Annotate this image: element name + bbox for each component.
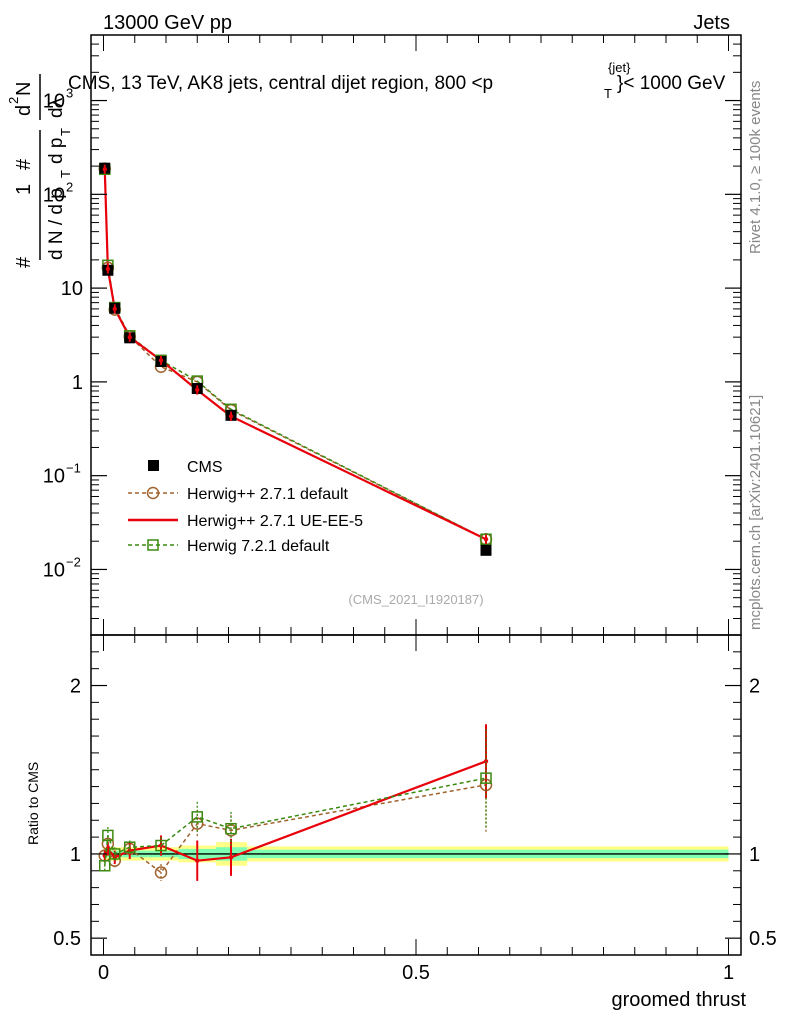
ratio-panel-axes: 0.5 0.5 1 1 2 2 0 0.5 1 bbox=[53, 634, 777, 984]
ratio-y-tick-label: 2 bbox=[70, 676, 81, 698]
ratio-y-tick-label-right: 0.5 bbox=[749, 928, 777, 950]
ratio-point-herwig7 bbox=[480, 772, 492, 784]
main-y-tick-label: 10 bbox=[43, 559, 65, 581]
x-tick-label: 0 bbox=[98, 962, 109, 984]
ratio-point-herwig7 bbox=[102, 829, 114, 842]
point-herwig7 bbox=[480, 533, 492, 545]
ratio-y-tick-label: 1 bbox=[70, 844, 81, 866]
point-herwig-ue bbox=[127, 334, 132, 340]
ratio-y-axis-label: Ratio to CMS bbox=[25, 762, 41, 845]
mcplots-label: mcplots.cern.ch [arXiv:2401.10621] bbox=[747, 395, 764, 630]
point-herwig-ue bbox=[483, 537, 489, 542]
legend-marker-herwig7 bbox=[147, 539, 159, 551]
rivet-label: Rivet 4.1.0, ≥ 100k events bbox=[747, 81, 764, 254]
y-label-denominator-hash: # bbox=[13, 158, 35, 170]
legend-entry-herwig7: Herwig 7.2.1 default bbox=[128, 538, 330, 555]
point-herwig-ue bbox=[228, 414, 234, 419]
ratio-point-herwig-ue bbox=[195, 858, 200, 863]
legend-marker-cms bbox=[148, 460, 159, 471]
title-sub: T bbox=[604, 86, 612, 101]
x-tick-label: 1 bbox=[723, 962, 734, 984]
point-herwig-ue bbox=[112, 306, 117, 312]
analysis-watermark: (CMS_2021_I1920187) bbox=[348, 592, 483, 607]
point-herwig-ue bbox=[105, 266, 111, 272]
ratio-point-herwig7 bbox=[191, 811, 203, 823]
main-y-tick-label: 10 bbox=[43, 466, 65, 488]
series-line-herwig-ue bbox=[103, 169, 487, 541]
main-y-tick-exponent: 3 bbox=[66, 86, 73, 101]
main-panel-marks bbox=[98, 162, 493, 556]
header-right: Jets bbox=[693, 12, 730, 34]
ratio-point-herwig7 bbox=[124, 841, 136, 853]
ratio-point-herwig7 bbox=[109, 848, 121, 860]
main-y-tick-label: 10 bbox=[43, 184, 65, 206]
plot-title: CMS, 13 TeV, AK8 jets, central dijet reg… bbox=[68, 60, 726, 101]
x-tick-label: 0.5 bbox=[402, 962, 430, 984]
ratio-y-tick-label-right: 2 bbox=[749, 676, 760, 698]
main-y-tick-label: 1 bbox=[72, 372, 83, 394]
legend-label-herwig-default: Herwig++ 2.7.1 default bbox=[187, 486, 349, 503]
point-herwig-ue bbox=[102, 167, 107, 172]
legend: CMS Herwig++ 2.7.1 default Herwig++ 2.7.… bbox=[128, 459, 363, 555]
legend-entry-herwig-default: Herwig++ 2.7.1 default bbox=[128, 486, 349, 503]
main-y-tick-label: 10 bbox=[61, 278, 83, 300]
legend-label-herwig7: Herwig 7.2.1 default bbox=[187, 538, 330, 555]
main-y-tick-label: 10 bbox=[43, 91, 65, 113]
point-cms bbox=[480, 544, 492, 556]
y-label-numerator: d bbox=[13, 105, 35, 116]
x-axis-label: groomed thrust bbox=[611, 989, 746, 1011]
point-herwig-ue bbox=[158, 358, 164, 363]
header-left: 13000 GeV pp bbox=[103, 12, 232, 34]
legend-label-cms: CMS bbox=[187, 459, 223, 476]
ratio-point-herwig7 bbox=[225, 822, 237, 835]
series-line-herwig7 bbox=[104, 169, 487, 540]
main-y-tick-exponent: 2 bbox=[66, 179, 73, 194]
ratio-point-herwig-default bbox=[154, 866, 168, 879]
main-y-tick-exponent: −2 bbox=[66, 554, 81, 569]
y-label-one: 1 bbox=[13, 184, 35, 195]
y-label-denominator-sub: T bbox=[58, 170, 73, 178]
y-label-d2n: d p bbox=[46, 138, 67, 164]
main-y-tick-exponent: −1 bbox=[66, 461, 81, 476]
ratio-y-tick-label: 0.5 bbox=[53, 928, 81, 950]
y-label-hash: # bbox=[13, 256, 35, 268]
ratio-point-herwig7 bbox=[155, 839, 167, 852]
title-main: CMS, 13 TeV, AK8 jets, central dijet reg… bbox=[68, 73, 493, 94]
title-tail: }< 1000 GeV bbox=[617, 73, 726, 94]
y-label-dlambda: dλ bbox=[46, 97, 67, 118]
ratio-point-herwig7 bbox=[99, 859, 111, 872]
y-axis-label: # 1 d N / d p T # d p T dλ d 2 N bbox=[6, 74, 73, 268]
ratio-panel-frame bbox=[90, 634, 742, 956]
ratio-y-tick-label-right: 1 bbox=[749, 844, 760, 866]
point-herwig-ue bbox=[195, 387, 200, 393]
title-sup: {jet} bbox=[608, 60, 631, 75]
legend-marker-herwig-default bbox=[146, 486, 160, 500]
series-line-herwig-default bbox=[104, 168, 487, 540]
y-label-denominator: d N / d p bbox=[46, 188, 67, 260]
y-label-d2n-sub: T bbox=[58, 128, 73, 136]
legend-entry-cms: CMS bbox=[148, 459, 223, 476]
legend-entry-herwig-ue: Herwig++ 2.7.1 UE-EE-5 bbox=[128, 513, 363, 530]
ratio-point-herwig-ue bbox=[228, 855, 234, 860]
ratio-panel-marks bbox=[98, 724, 493, 881]
legend-label-herwig-ue: Herwig++ 2.7.1 UE-EE-5 bbox=[187, 513, 363, 530]
y-label-numerator-n: N bbox=[13, 82, 35, 96]
y-label-numerator-sup: 2 bbox=[6, 97, 21, 104]
